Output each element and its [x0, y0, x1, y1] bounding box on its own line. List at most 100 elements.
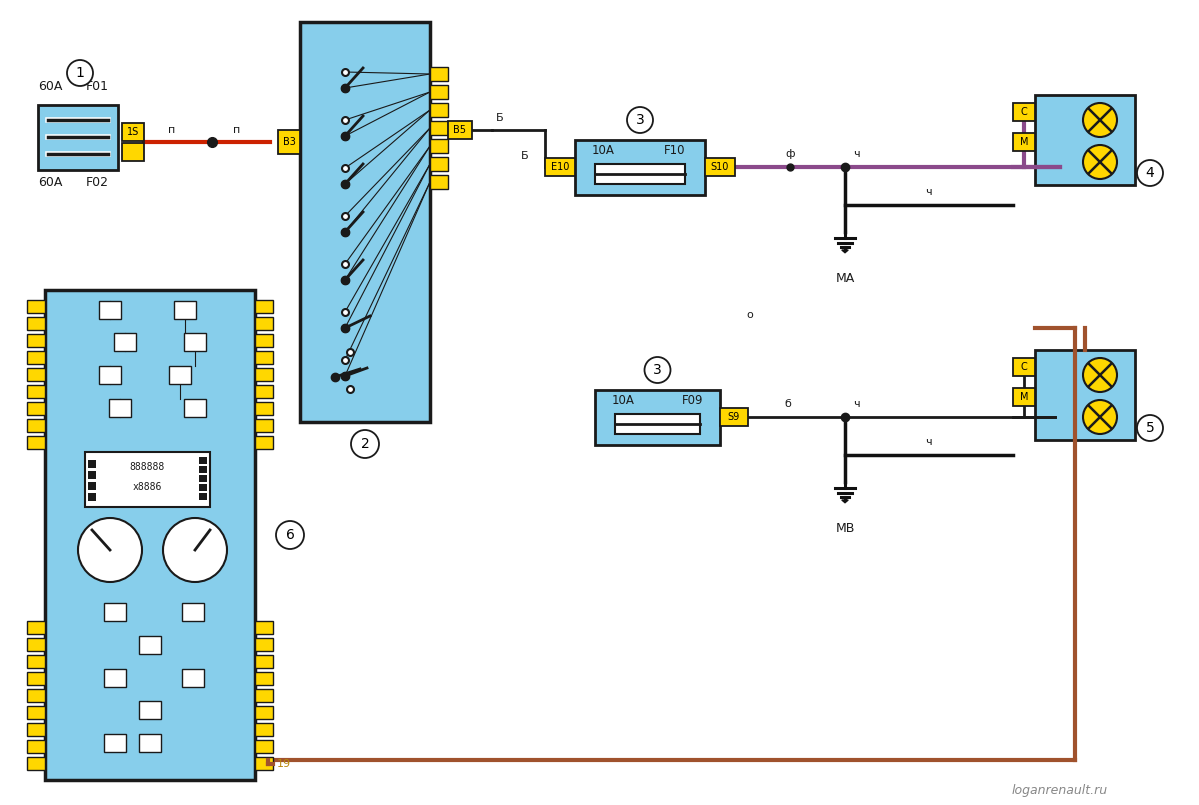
Polygon shape [842, 250, 848, 253]
FancyBboxPatch shape [430, 139, 448, 153]
FancyBboxPatch shape [199, 466, 207, 473]
Text: x8886: x8886 [132, 482, 162, 492]
FancyBboxPatch shape [182, 603, 204, 621]
Circle shape [1083, 400, 1117, 434]
Text: п: п [168, 125, 175, 135]
FancyBboxPatch shape [28, 402, 46, 415]
FancyBboxPatch shape [169, 366, 191, 384]
FancyBboxPatch shape [85, 452, 210, 507]
FancyBboxPatch shape [28, 436, 46, 449]
FancyBboxPatch shape [595, 390, 721, 445]
Text: B5: B5 [453, 125, 466, 135]
FancyBboxPatch shape [546, 158, 576, 176]
FancyBboxPatch shape [88, 460, 96, 468]
Polygon shape [842, 500, 848, 502]
FancyBboxPatch shape [430, 85, 448, 99]
FancyBboxPatch shape [430, 121, 448, 135]
Text: 3: 3 [653, 363, 662, 377]
Circle shape [627, 107, 653, 133]
FancyBboxPatch shape [255, 672, 273, 685]
FancyBboxPatch shape [28, 351, 46, 364]
FancyBboxPatch shape [28, 638, 46, 651]
FancyBboxPatch shape [255, 368, 273, 381]
FancyBboxPatch shape [100, 366, 121, 384]
Text: 19: 19 [277, 758, 291, 769]
FancyBboxPatch shape [576, 140, 705, 195]
FancyBboxPatch shape [615, 414, 700, 434]
FancyBboxPatch shape [28, 689, 46, 702]
Text: 2: 2 [361, 437, 369, 451]
FancyBboxPatch shape [104, 669, 126, 687]
FancyBboxPatch shape [721, 408, 748, 426]
Text: F09: F09 [682, 394, 704, 407]
FancyBboxPatch shape [28, 368, 46, 381]
FancyBboxPatch shape [28, 300, 46, 313]
Text: loganrenault.ru: loganrenault.ru [1012, 783, 1108, 796]
Circle shape [1137, 160, 1163, 186]
Text: 6: 6 [285, 528, 295, 542]
FancyBboxPatch shape [174, 301, 195, 319]
FancyBboxPatch shape [28, 385, 46, 398]
FancyBboxPatch shape [100, 301, 121, 319]
FancyBboxPatch shape [183, 399, 206, 417]
Text: 5: 5 [1145, 421, 1155, 435]
FancyBboxPatch shape [88, 471, 96, 479]
FancyBboxPatch shape [28, 706, 46, 719]
FancyBboxPatch shape [430, 67, 448, 81]
Circle shape [276, 521, 305, 549]
FancyBboxPatch shape [1013, 103, 1035, 121]
FancyBboxPatch shape [448, 121, 472, 139]
Text: M: M [1020, 392, 1029, 402]
Text: ч: ч [852, 149, 860, 159]
Circle shape [67, 60, 94, 86]
FancyBboxPatch shape [430, 157, 448, 171]
FancyBboxPatch shape [255, 317, 273, 330]
Text: F02: F02 [86, 175, 109, 188]
FancyBboxPatch shape [255, 655, 273, 668]
FancyBboxPatch shape [705, 158, 735, 176]
FancyBboxPatch shape [28, 740, 46, 753]
Text: 10A: 10A [611, 394, 634, 407]
FancyBboxPatch shape [255, 621, 273, 634]
Text: 60A: 60A [38, 80, 62, 93]
Text: C: C [1020, 362, 1028, 372]
Text: б: б [784, 399, 791, 409]
Text: 3: 3 [635, 113, 644, 127]
Text: B3: B3 [283, 137, 295, 147]
Text: ф: ф [785, 149, 795, 159]
Text: M: M [1020, 137, 1029, 147]
FancyBboxPatch shape [255, 740, 273, 753]
FancyBboxPatch shape [122, 143, 144, 161]
Text: 888888: 888888 [129, 462, 164, 472]
FancyBboxPatch shape [28, 757, 46, 770]
FancyBboxPatch shape [1013, 388, 1035, 406]
Circle shape [78, 518, 141, 582]
FancyBboxPatch shape [255, 385, 273, 398]
FancyBboxPatch shape [255, 689, 273, 702]
FancyBboxPatch shape [199, 484, 207, 491]
Text: п: п [234, 125, 241, 135]
FancyBboxPatch shape [430, 103, 448, 117]
FancyBboxPatch shape [28, 317, 46, 330]
FancyBboxPatch shape [46, 290, 255, 780]
FancyBboxPatch shape [28, 672, 46, 685]
FancyBboxPatch shape [28, 655, 46, 668]
FancyBboxPatch shape [28, 419, 46, 432]
Text: ч: ч [924, 437, 932, 447]
FancyBboxPatch shape [38, 105, 118, 170]
FancyBboxPatch shape [255, 723, 273, 736]
FancyBboxPatch shape [278, 130, 300, 154]
FancyBboxPatch shape [28, 723, 46, 736]
Text: ч: ч [924, 187, 932, 197]
FancyBboxPatch shape [88, 493, 96, 501]
FancyBboxPatch shape [183, 333, 206, 351]
Text: ч: ч [852, 399, 860, 409]
FancyBboxPatch shape [255, 334, 273, 347]
Circle shape [351, 430, 379, 458]
FancyBboxPatch shape [255, 419, 273, 432]
FancyBboxPatch shape [88, 482, 96, 490]
FancyBboxPatch shape [1013, 133, 1035, 151]
FancyBboxPatch shape [430, 175, 448, 189]
Text: S9: S9 [728, 412, 740, 422]
FancyBboxPatch shape [1035, 350, 1135, 440]
